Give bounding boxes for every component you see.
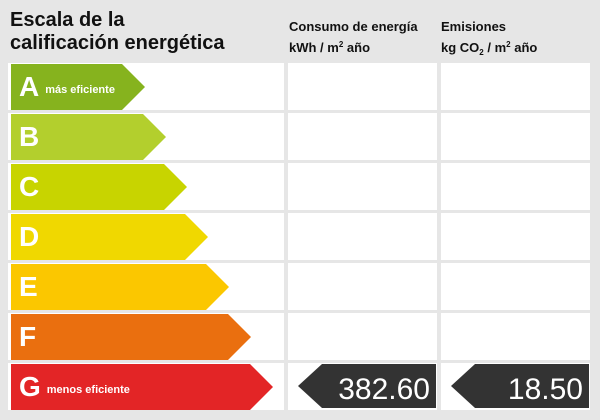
consumo-value-pointer: 382.60: [298, 364, 436, 408]
consumo-cell-c: [288, 163, 437, 210]
rating-letter: C: [19, 171, 40, 202]
rating-letter: B: [19, 121, 40, 152]
consumo-cell-b: [288, 113, 437, 160]
consumo-header: Consumo de energía kWh / m2 año: [289, 18, 418, 57]
rating-letter: G: [19, 371, 41, 402]
emisiones-cell-f: [441, 313, 590, 360]
title-line-1: Escala de la: [10, 9, 125, 31]
emisiones-cell-a: [441, 63, 590, 110]
emisiones-value: 18.50: [507, 373, 583, 406]
rating-note: más eficiente: [45, 84, 115, 96]
consumo-cell-a: [288, 63, 437, 110]
emisiones-title: Emisiones: [441, 19, 507, 34]
emisiones-cell-c: [441, 163, 590, 210]
emisiones-cell-e: [441, 263, 590, 310]
rating-note: menos eficiente: [46, 384, 130, 396]
title-line-2: calificación energética: [10, 32, 225, 54]
rating-letter: E: [19, 271, 38, 302]
emisiones-value-pointer: 18.50: [451, 364, 589, 408]
rating-arrow-d: D: [11, 214, 208, 260]
rating-letter: A: [19, 71, 40, 102]
consumo-cell-d: [288, 213, 437, 260]
emisiones-header: Emisiones kg CO2 / m2 año: [441, 18, 537, 62]
emisiones-cell-b: [441, 113, 590, 160]
consumo-cell-f: [288, 313, 437, 360]
rating-letter: D: [19, 221, 40, 252]
emisiones-unit: kg CO2 / m2 año: [441, 40, 538, 57]
consumo-value: 382.60: [338, 373, 430, 406]
consumo-title: Consumo de energía: [289, 19, 418, 34]
rating-arrow-b: B: [11, 114, 166, 160]
rating-arrow-c: C: [11, 164, 187, 210]
consumo-cell-e: [288, 263, 437, 310]
rating-letter: F: [19, 321, 37, 352]
consumo-unit: kWh / m2 año: [289, 40, 371, 55]
emisiones-cell-d: [441, 213, 590, 260]
rating-arrow-e: E: [11, 264, 229, 310]
rating-arrow-f: F: [11, 314, 251, 360]
scale-title: Escala de la calificación energética: [10, 9, 280, 55]
